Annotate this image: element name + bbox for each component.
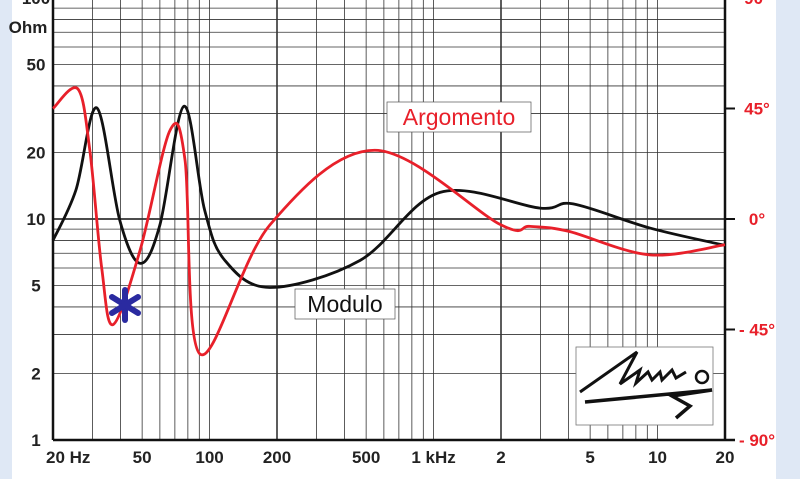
series-argomento-line [52,86,726,357]
x-tick-label: 50 [133,448,152,467]
x-tick-label: 1 kHz [411,448,455,467]
y-tick-label: 50 [27,56,46,75]
x-tick-label: 200 [263,448,291,467]
asterisk-marker-icon [109,287,141,323]
y2-tick-label: 45° [744,100,770,119]
y2-tick-label: - 90° [739,431,775,450]
y2-tick-label: 90° [744,0,770,8]
y-unit-label: Ohm [9,18,48,37]
audio-review-logo [575,346,714,426]
y2-tick-label: 0° [749,210,765,229]
y-tick-label: 1 [31,431,40,450]
x-tick-label: 500 [352,448,380,467]
y-tick-label: 20 [27,143,46,162]
y-tick-label: 2 [31,364,40,383]
series-modulo-line [51,104,726,289]
x-tick-label: 20 Hz [46,448,90,467]
y-tick-label: 100 [22,0,50,8]
y2-tick-label: - 45° [739,321,775,340]
x-tick-label: 100 [195,448,223,467]
annotation-modulo: Modulo [294,288,396,320]
y-tick-label: 5 [31,277,40,296]
argomento-label: Argomento [403,104,516,130]
x-tick-label: 5 [585,448,594,467]
x-tick-label: 20 [716,448,735,467]
x-tick-label: 10 [648,448,667,467]
annotation-argomento: Argomento [386,101,532,133]
y-tick-label: 10 [27,210,46,229]
x-tick-label: 2 [496,448,505,467]
modulo-label: Modulo [307,291,382,317]
